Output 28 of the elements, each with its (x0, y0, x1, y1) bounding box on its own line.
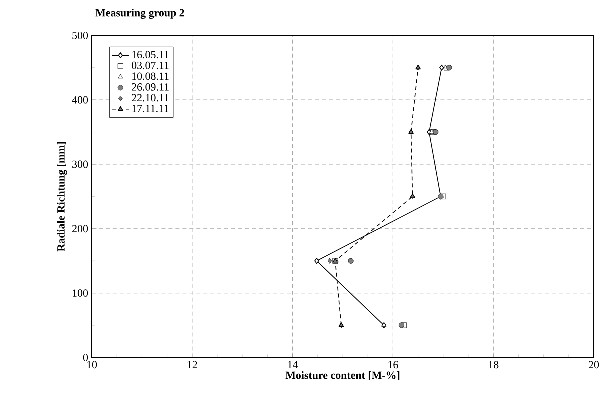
legend-label: 10.08.11 (132, 72, 169, 80)
x-tick-label: 10 (87, 361, 98, 369)
x-axis-title: Moisture content [M-%] (286, 371, 400, 381)
legend-label: 16.05.11 (132, 51, 169, 59)
point (446, 65, 452, 71)
x-tick-label: 12 (188, 361, 198, 368)
legend-label: 22.10.11 (132, 94, 169, 102)
point (328, 258, 332, 264)
point (314, 258, 320, 264)
y-tick-label: 300 (72, 160, 88, 168)
x-tick-label: 16 (388, 361, 398, 369)
y-tick-label: 100 (73, 290, 88, 297)
point (348, 258, 354, 264)
y-tick-label: 200 (72, 225, 88, 233)
point (440, 64, 444, 71)
point (398, 322, 405, 328)
y-tick-label: 0 (83, 354, 88, 362)
x-tick-label: 20 (589, 361, 600, 369)
y-tick-label: 400 (72, 96, 88, 104)
x-tick-label: 18 (489, 361, 499, 369)
y-tick-label: 500 (72, 32, 88, 40)
legend-label: 26.09.11 (132, 83, 169, 91)
chart-title: Measuring group 2 (96, 8, 184, 20)
point (433, 130, 439, 136)
x-tick-label: 14 (288, 361, 298, 368)
y-axis-title: Radiale Richtung [mm] (57, 142, 68, 252)
legend-label: 17.11.11 (132, 105, 168, 112)
legend-label: 03.07.11 (132, 62, 169, 70)
